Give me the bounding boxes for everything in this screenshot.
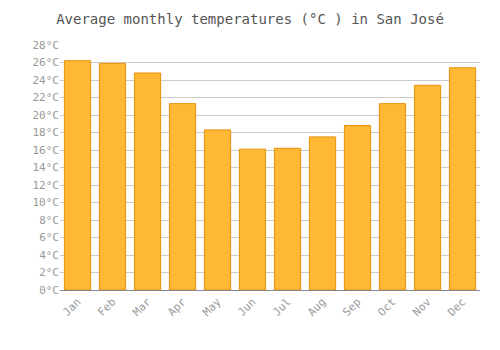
svg-text:Sep: Sep [340,296,363,319]
svg-text:12°C: 12°C [33,179,60,192]
svg-text:18°C: 18°C [33,126,60,139]
svg-text:Oct: Oct [375,296,398,319]
svg-text:Apr: Apr [165,295,189,319]
svg-text:2°C: 2°C [39,266,59,279]
svg-text:Mar: Mar [130,295,154,319]
svg-text:Jan: Jan [60,296,83,319]
svg-text:4°C: 4°C [39,249,59,262]
svg-text:Average monthly temperatures (: Average monthly temperatures (°C ) in Sa… [56,11,444,27]
svg-text:22°C: 22°C [33,91,60,104]
svg-text:Dec: Dec [445,296,468,319]
svg-text:16°C: 16°C [33,144,60,157]
svg-text:8°C: 8°C [39,214,59,227]
svg-text:28°C: 28°C [33,39,60,52]
svg-text:Nov: Nov [410,295,434,319]
svg-text:Feb: Feb [95,296,118,319]
svg-text:Jul: Jul [270,296,293,319]
svg-text:6°C: 6°C [39,231,59,244]
svg-text:20°C: 20°C [33,109,60,122]
svg-text:24°C: 24°C [33,74,60,87]
svg-text:0°C: 0°C [39,284,59,297]
svg-text:Aug: Aug [305,296,328,319]
svg-text:26°C: 26°C [33,56,60,69]
svg-text:10°C: 10°C [33,196,60,209]
svg-text:14°C: 14°C [33,161,60,174]
svg-text:Jun: Jun [235,296,258,319]
svg-text:May: May [200,295,224,319]
